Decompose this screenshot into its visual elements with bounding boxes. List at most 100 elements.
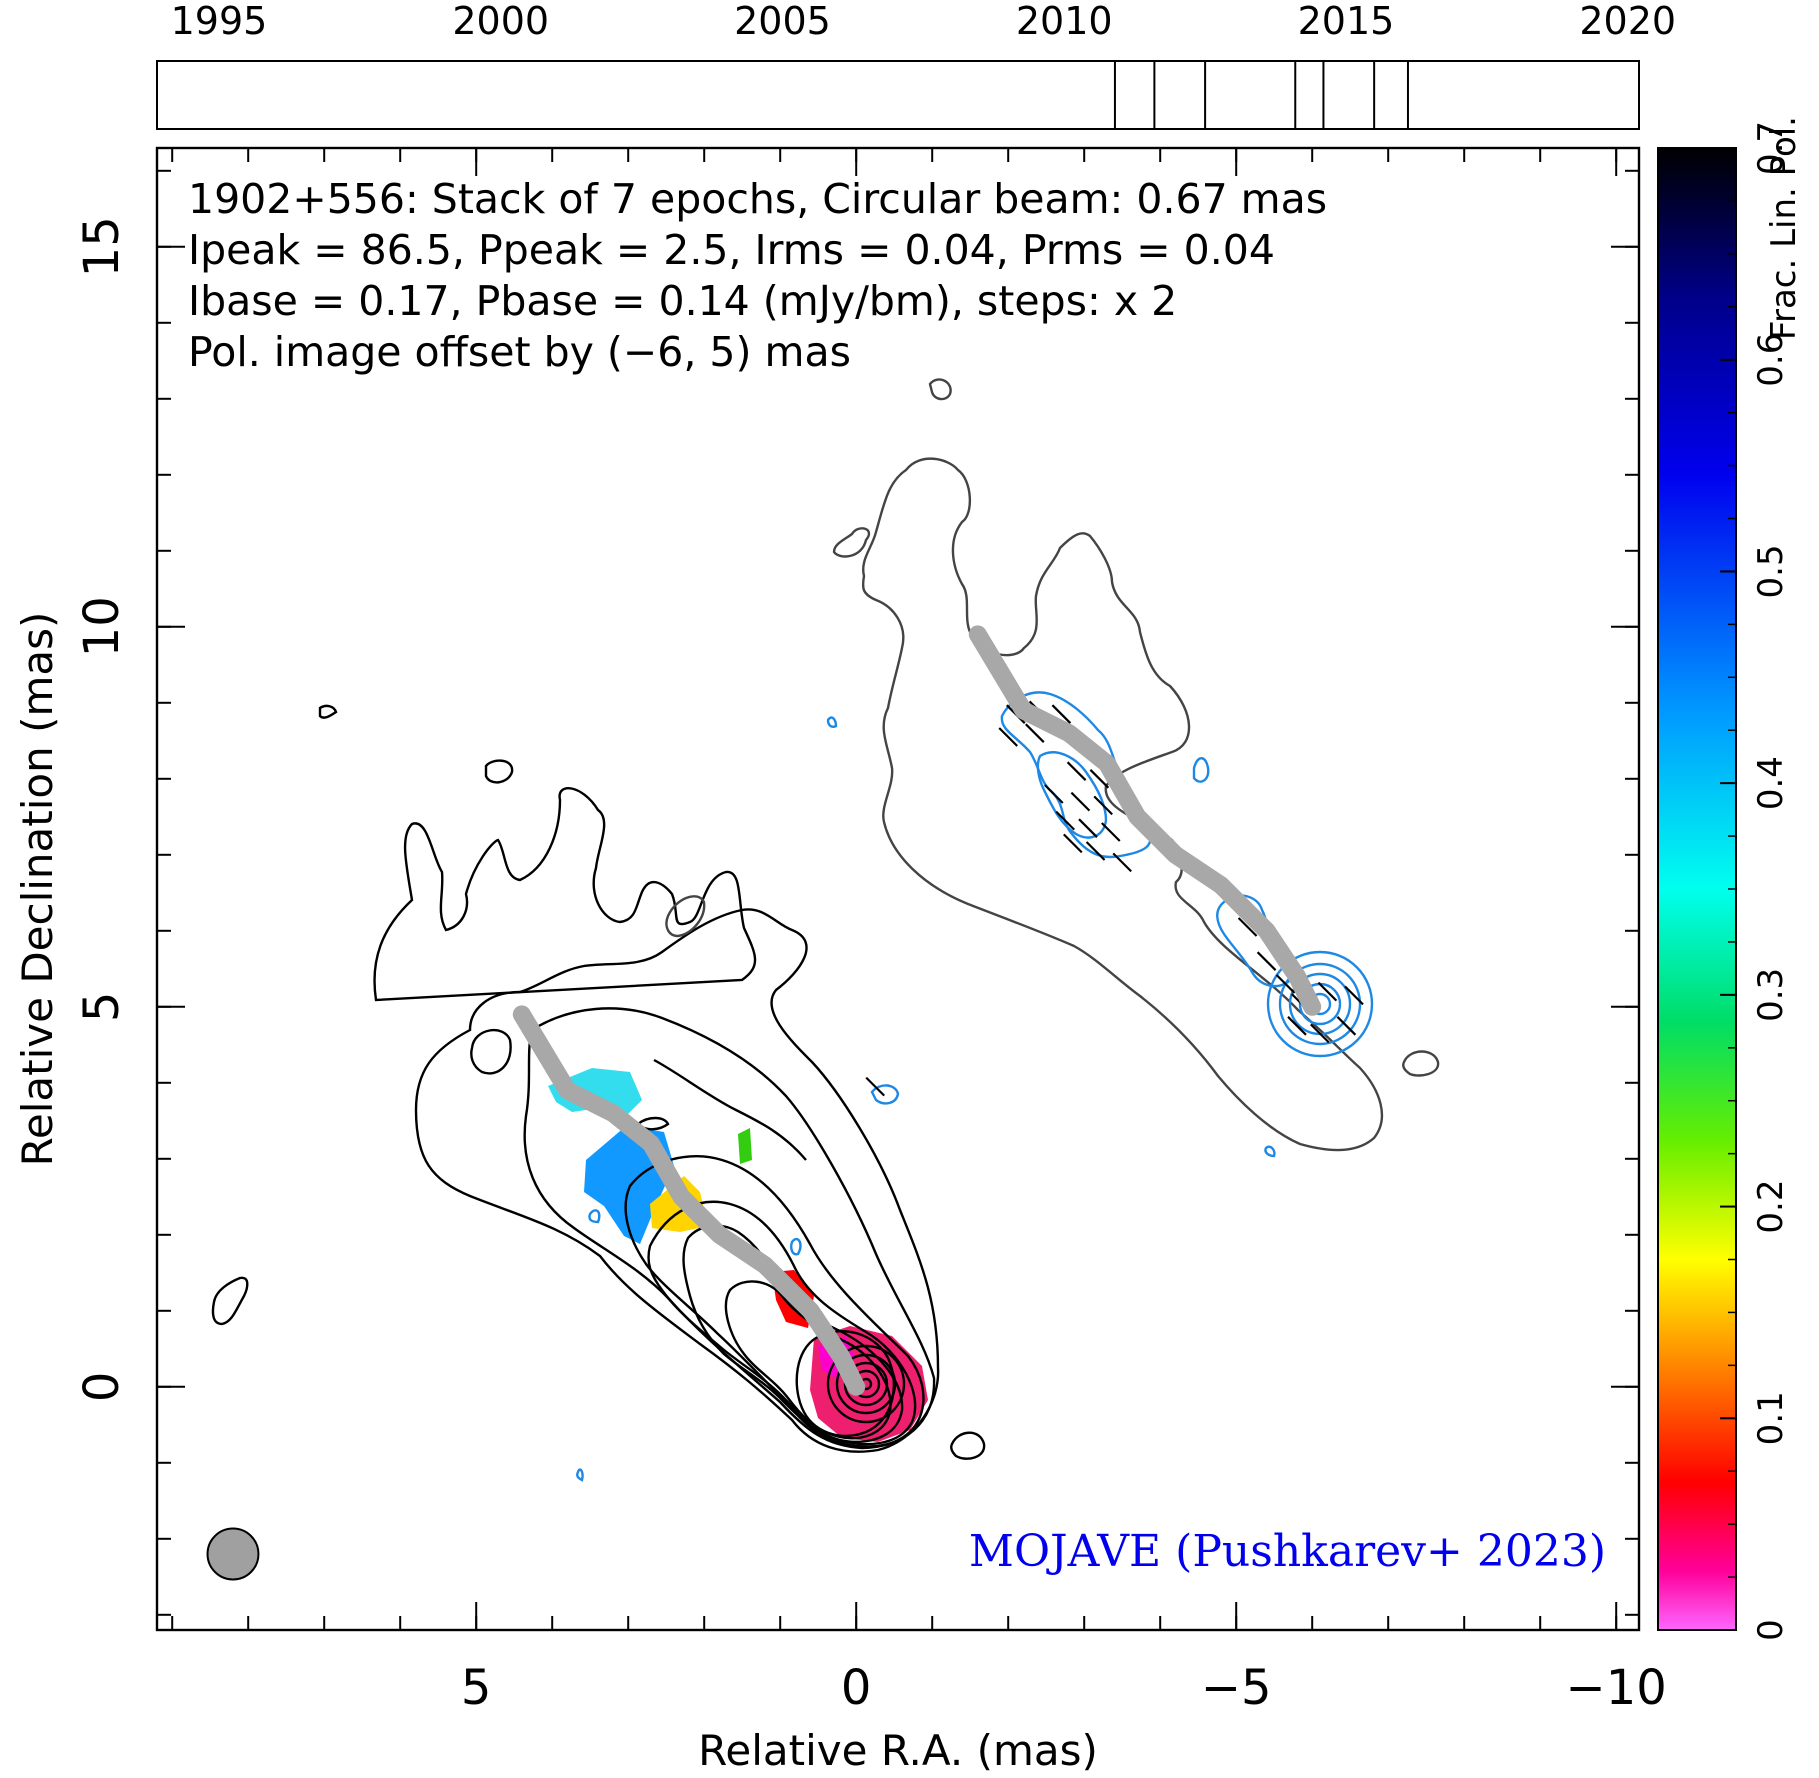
ridge-line — [512, 1005, 866, 1396]
evpa-stick — [1070, 791, 1091, 812]
offset-stokes-i-contour — [665, 378, 1440, 1152]
evpa-stick — [1063, 833, 1083, 854]
pol-contour-blob-1 — [1192, 757, 1210, 783]
colorbar-tick-label: 0 — [1751, 1619, 1791, 1641]
jet-ridge-lines — [512, 625, 1322, 1396]
contour-level-7 — [795, 1330, 896, 1437]
evpa-stick — [1112, 852, 1132, 873]
y-tick-label: 0 — [74, 1372, 130, 1403]
contour-level-4 — [647, 1200, 917, 1446]
evpa-stick — [1317, 981, 1338, 1002]
timeline-tick-label: 2015 — [1298, 0, 1395, 43]
offset-contour-blob-2 — [1402, 1050, 1440, 1077]
colorbar-tick-label: 0.3 — [1751, 968, 1791, 1022]
contour-blob-4 — [318, 704, 338, 719]
evpa-stick — [1344, 985, 1364, 1006]
x-axis-label: Relative R.A. (mas) — [698, 1726, 1098, 1775]
y-tick-label: 5 — [74, 992, 130, 1023]
contour-level-3 — [624, 1155, 925, 1448]
evpa-stick — [1336, 1016, 1357, 1036]
offset-contour-blob-4 — [665, 895, 706, 938]
plot-frame — [155, 146, 1641, 1632]
evpa-stick — [1101, 822, 1121, 842]
pol-contour-blob-6 — [588, 1209, 601, 1224]
contour-blob-2 — [470, 1028, 512, 1075]
timeline-tick-label: 2010 — [1016, 0, 1113, 43]
colorbar-tick-label: 0.7 — [1751, 121, 1791, 175]
colorbar-tick-label: 0.4 — [1751, 756, 1791, 810]
colorbar-fill — [1658, 148, 1736, 1630]
x-tick-label: 5 — [461, 1660, 492, 1716]
info-line-1: 1902+556: Stack of 7 epochs, Circular be… — [188, 175, 1327, 223]
contour-outer-lobe — [373, 787, 757, 1002]
timeline-tick-label: 2000 — [452, 0, 549, 43]
contour-blob-3 — [211, 1276, 249, 1326]
contour-core-1 — [826, 1344, 906, 1424]
contour-blob-1 — [484, 759, 514, 784]
credit-label: MOJAVE (Pushkarev+ 2023) — [969, 1526, 1606, 1577]
contour-jet-inner — [653, 1058, 807, 1161]
pol-core-2 — [1278, 962, 1362, 1046]
fpol-patch-green — [738, 1128, 752, 1164]
pol-contour-jet — [1216, 894, 1294, 988]
offset-contour-blob-1 — [832, 527, 871, 558]
contour-blob-5 — [950, 1431, 986, 1460]
colorbar-tick-label: 0.6 — [1751, 333, 1791, 387]
evpa-stick — [1089, 769, 1110, 789]
y-tick-label: 10 — [74, 596, 130, 657]
timeline-tick-label: 2020 — [1579, 0, 1676, 43]
evpa-stick — [865, 1076, 885, 1097]
colorbar-tick-label: 0.1 — [1751, 1391, 1791, 1445]
evpa-stick — [1310, 1023, 1330, 1044]
y-tick-label: 15 — [74, 216, 130, 277]
epoch-timeline: 1995 2000 2005 2010 2015 2020 — [156, 0, 1676, 130]
evpa-stick — [1078, 818, 1098, 838]
evpa-stick — [1256, 951, 1277, 971]
pol-core-1 — [1266, 950, 1374, 1058]
colorbar-label: Frac. Lin. Pol. — [1764, 116, 1804, 340]
evpa-stick — [1275, 974, 1296, 994]
timeline-tick-labels: 1995 2000 2005 2010 2015 2020 — [171, 0, 1676, 43]
ridge-line-offset — [968, 625, 1322, 1016]
contour-core-2 — [835, 1353, 897, 1415]
pol-contour-blob-7 — [576, 1468, 584, 1482]
colorbar-ticks: 0 0.1 0.2 0.3 0.4 0.5 0.6 0.7 — [1720, 121, 1791, 1641]
evpa-stick — [1093, 795, 1113, 816]
timeline-epoch-marks — [1113, 61, 1409, 129]
evpa-stick — [1066, 761, 1087, 781]
evpa-stick — [1025, 723, 1045, 743]
evpa-stick — [1237, 917, 1258, 937]
evpa-stick — [1044, 784, 1064, 804]
evpa-stick — [1287, 1016, 1307, 1036]
colorbar-tick-label: 0.2 — [1751, 1180, 1791, 1234]
timeline-tick-label: 2005 — [734, 0, 831, 43]
evpa-stick — [998, 727, 1018, 747]
restoring-beam — [206, 1527, 260, 1581]
colorbar-tick-label: 0.5 — [1751, 544, 1791, 598]
contour-outer — [414, 908, 940, 1453]
evpa-stick — [1051, 704, 1072, 724]
contour-level-6 — [724, 1280, 892, 1440]
plot-area: 5 0 −5 −10 0 5 10 15 1902+556: Stack of 7 epoc… — [13, 146, 1667, 1775]
offset-note: Pol. image offset by (−6, 5) mas — [188, 328, 851, 376]
pol-contour-blob-2 — [826, 716, 838, 728]
evpa-stick — [1085, 841, 1106, 861]
offset-contour-blob-3 — [928, 378, 952, 401]
pol-contour-blob-4 — [1264, 1145, 1276, 1158]
offset-contour-outer — [861, 457, 1384, 1152]
info-line-3: Ibase = 0.17, Pbase = 0.14 (mJy/bm), ste… — [188, 277, 1177, 325]
x-axis-ticks: 5 0 −5 −10 — [461, 148, 1667, 1716]
evpa-vectors — [865, 700, 1364, 1097]
pol-contour-blob-3 — [870, 1084, 900, 1105]
timeline-frame — [156, 60, 1640, 130]
x-tick-label: 0 — [841, 1660, 872, 1716]
pol-contour-main — [1000, 691, 1152, 859]
info-line-2: Ipeak = 86.5, Ppeak = 2.5, Irms = 0.04, … — [188, 226, 1275, 274]
pol-contour-blob-5 — [790, 1237, 802, 1256]
y-axis-ticks: 0 5 10 15 — [74, 216, 1639, 1402]
evpa-stick — [1055, 810, 1075, 831]
timeline-tick-label: 1995 — [171, 0, 268, 43]
y-axis-label: Relative Declination (mas) — [13, 612, 62, 1167]
colorbar: 0 0.1 0.2 0.3 0.4 0.5 0.6 0.7 Frac. Lin. Pol. — [1657, 116, 1804, 1641]
